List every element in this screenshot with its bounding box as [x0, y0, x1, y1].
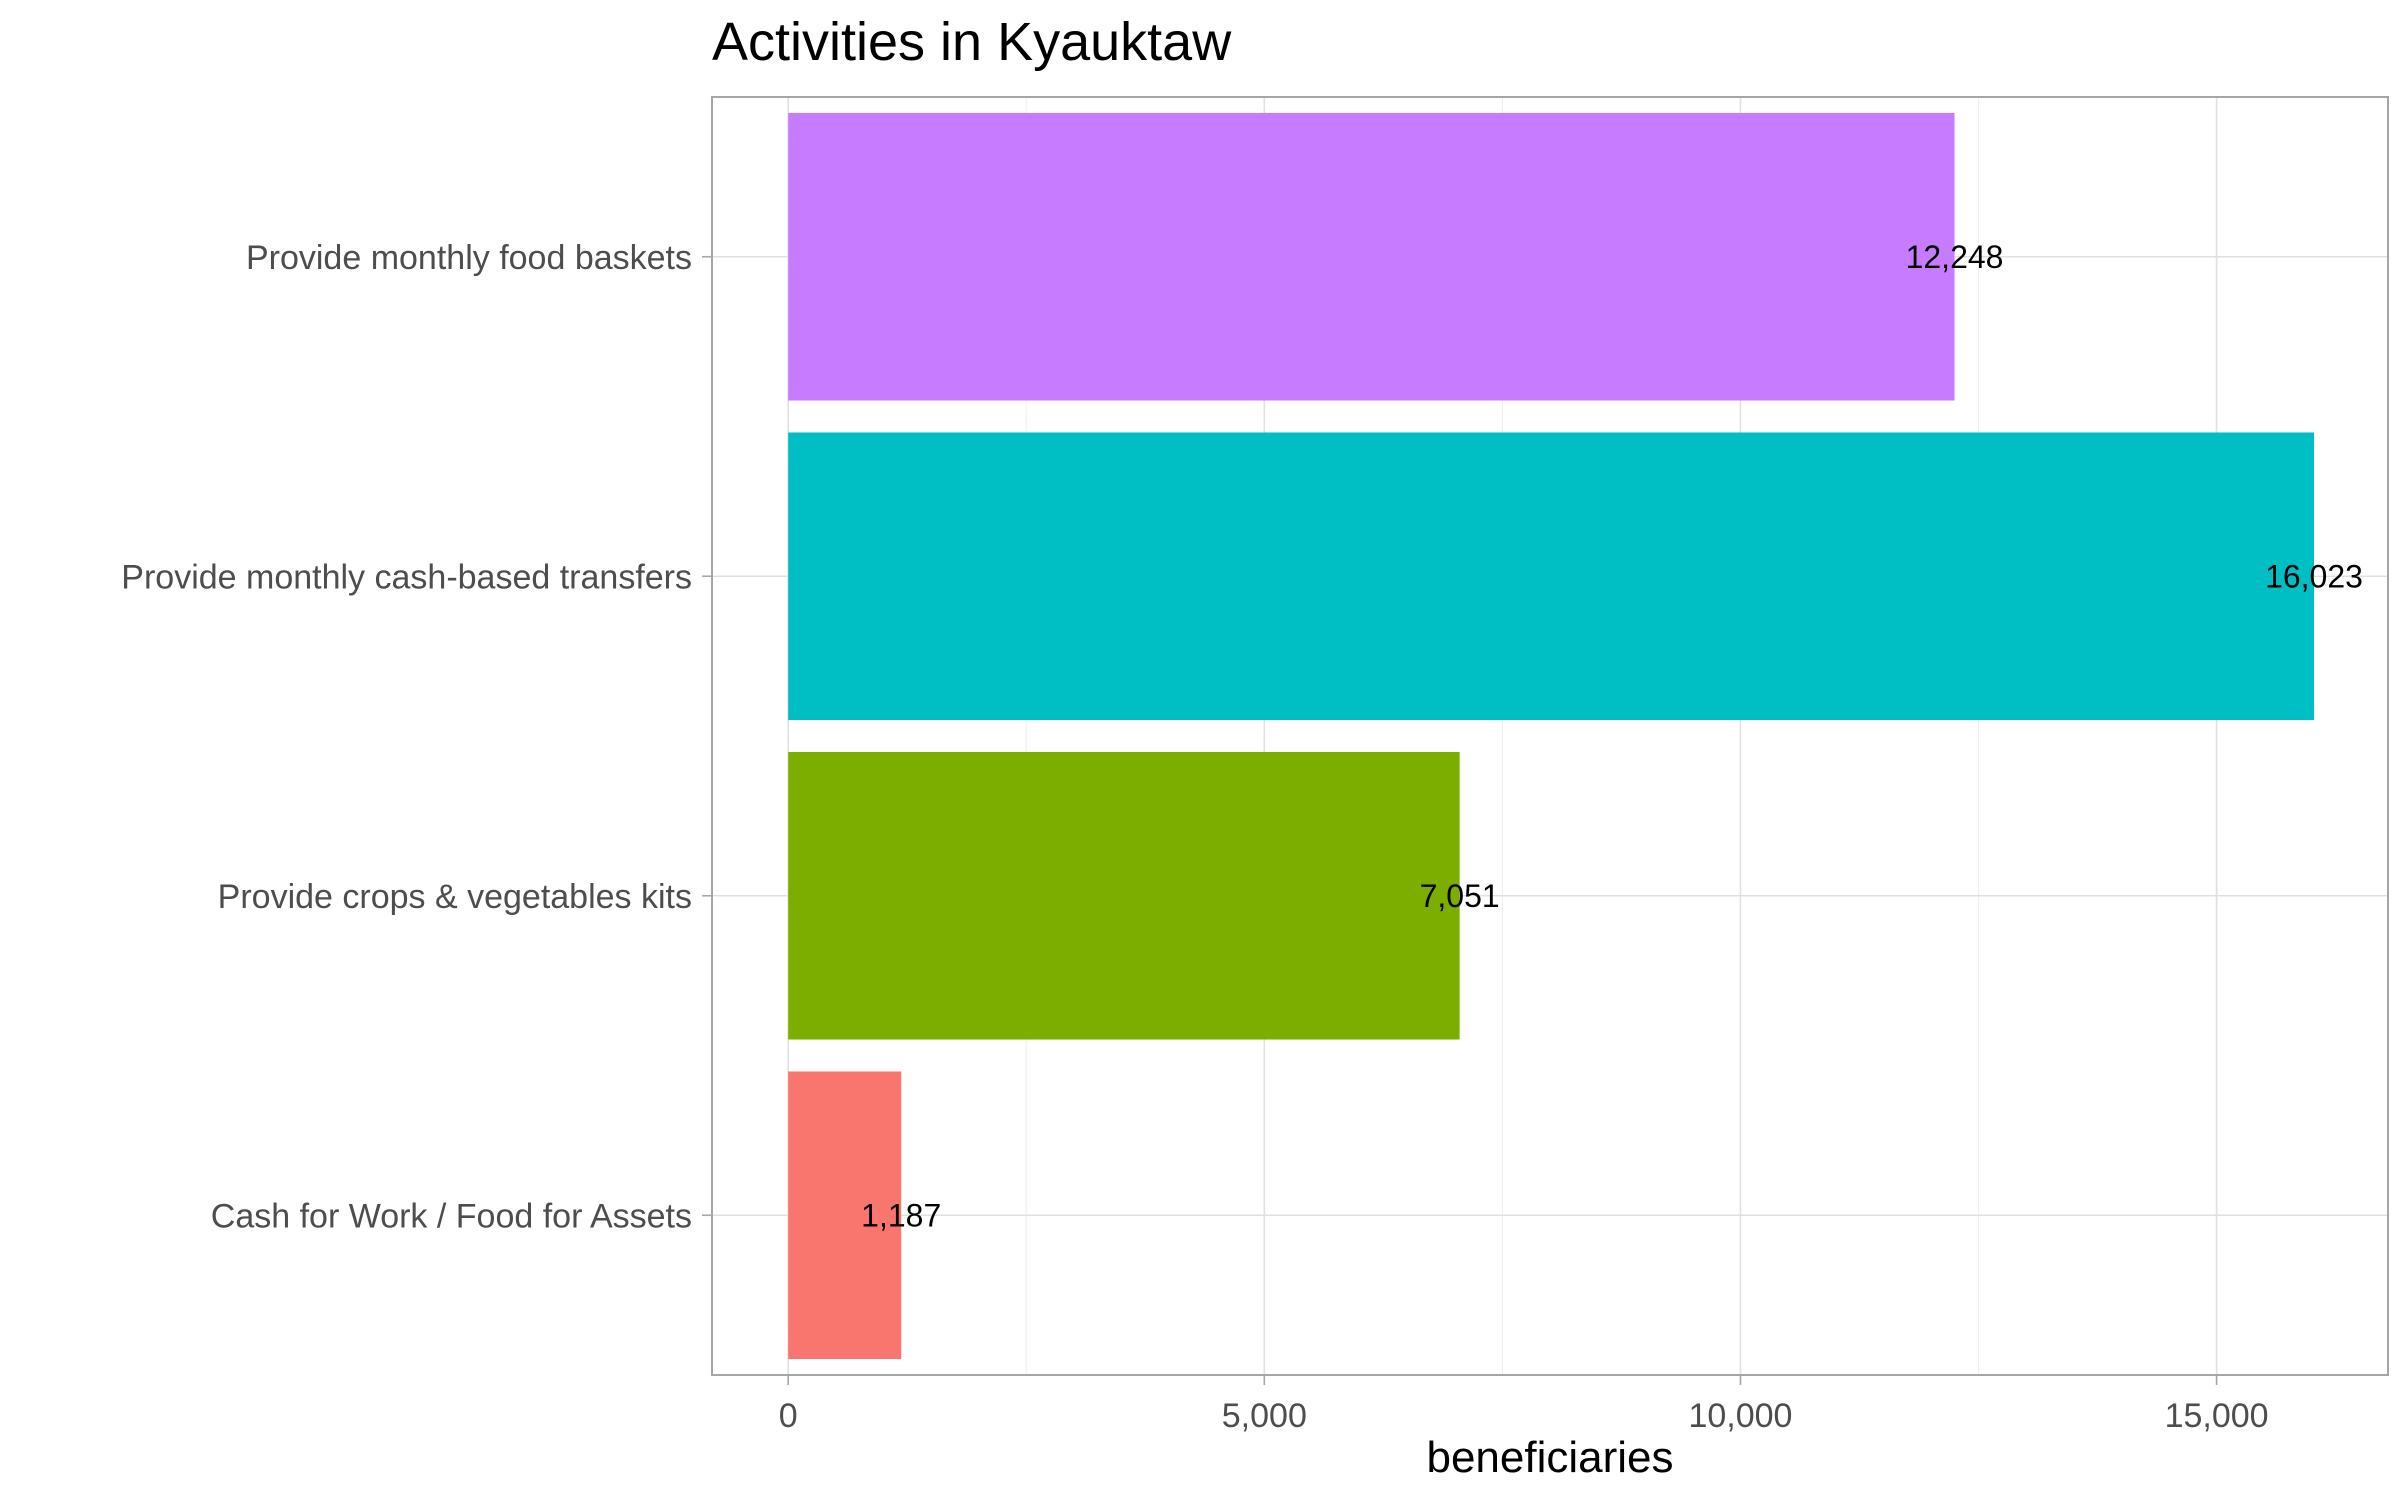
- bar-value-label: 1,187: [861, 1197, 941, 1233]
- plot-panel-border: [711, 96, 2389, 1376]
- x-axis-title: beneficiaries: [1426, 1433, 1673, 1482]
- bar: [788, 112, 1955, 401]
- x-tick-label: 10,000: [1688, 1397, 1792, 1435]
- chart-title: Activities in Kyauktaw: [712, 12, 1232, 72]
- bar-value-label: 7,051: [1420, 878, 1500, 914]
- x-tick-label: 5,000: [1222, 1397, 1307, 1435]
- x-axis-tick-labels: 0 5,000 10,000 15,000: [779, 1375, 2269, 1435]
- category-label: Provide crops & vegetables kits: [218, 878, 692, 916]
- x-tick-label: 15,000: [2165, 1397, 2269, 1435]
- bar: [788, 432, 2315, 721]
- category-axis-labels: Provide monthly food baskets Provide mont…: [121, 239, 712, 1235]
- category-label: Provide monthly cash-based transfers: [121, 558, 692, 596]
- x-tick-label: 0: [779, 1397, 798, 1435]
- bar: [788, 1071, 902, 1360]
- bars: [788, 112, 2315, 1360]
- category-label: Cash for Work / Food for Assets: [211, 1197, 692, 1235]
- category-label: Provide monthly food baskets: [246, 239, 692, 277]
- data-labels: 12,248 16,023 7,051 1,187: [861, 239, 2363, 1234]
- bar-value-label: 16,023: [2265, 558, 2363, 594]
- bar-value-label: 12,248: [1906, 239, 2004, 275]
- bar: [788, 751, 1460, 1040]
